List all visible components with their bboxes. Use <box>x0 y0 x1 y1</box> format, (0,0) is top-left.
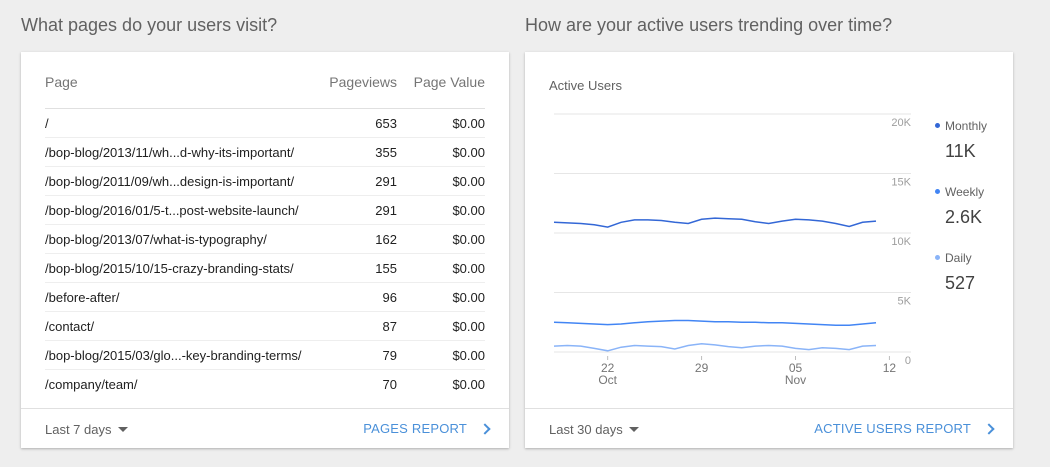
page-path-cell[interactable]: /bop-blog/2011/09/wh...design-is-importa… <box>45 173 295 189</box>
page-value-cell: $0.00 <box>452 377 485 392</box>
pages-date-range-dropdown[interactable]: Last 7 days <box>45 422 128 437</box>
chevron-right-icon <box>479 423 491 435</box>
page-path-cell[interactable]: /bop-blog/2013/07/what-is-typography/ <box>45 231 267 247</box>
page-value-cell: $0.00 <box>452 202 485 218</box>
legend-item-monthly[interactable]: Monthly 11K <box>935 119 1005 162</box>
y-tick-label: 5K <box>898 296 912 308</box>
pageviews-cell: 96 <box>382 289 397 305</box>
page-value-column-header[interactable]: Page Value <box>413 74 485 90</box>
page-value-cell: $0.00 <box>452 115 485 131</box>
page-path-cell[interactable]: /bop-blog/2015/03/glo...-key-branding-te… <box>45 347 302 363</box>
pages-table: Page Pageviews Page Value / 653 $0.00/bop-… <box>45 74 485 399</box>
legend-label-text: Monthly <box>945 119 988 133</box>
x-tick-day-label: 12 <box>883 361 897 375</box>
pages-card-footer: Last 7 days PAGES REPORT <box>21 408 509 448</box>
page-column-header[interactable]: Page <box>45 74 78 90</box>
users-section-title: How are your active users trending over … <box>525 15 893 35</box>
active-users-card: Active Users 20K 15K 10K 5K 0 22 Oct 29 05 Nov 12 … <box>525 52 1013 448</box>
x-tick-day-label: 22 <box>601 361 615 375</box>
y-tick-label: 0 <box>905 355 911 367</box>
table-row[interactable]: /before-after/96 $0.00 <box>45 283 485 312</box>
chevron-right-icon <box>983 423 995 435</box>
caret-down-icon <box>628 427 639 432</box>
x-tick-day-label: 05 <box>789 361 803 375</box>
pages-card: Page Pageviews Page Value / 653 $0.00/bop-… <box>21 52 509 448</box>
page-path-cell[interactable]: /company/team/ <box>45 377 138 392</box>
page-path-cell[interactable]: /contact/ <box>45 318 95 334</box>
table-row[interactable]: /bop-blog/2016/01/5-t...post-website-lau… <box>45 196 485 225</box>
series-line-weekly[interactable] <box>553 319 877 326</box>
users-card-footer: Last 30 days ACTIVE USERS REPORT <box>525 408 1013 448</box>
page-path-cell[interactable]: /bop-blog/2013/11/wh...d-why-its-importa… <box>45 144 295 160</box>
date-range-label: Last 7 days <box>45 422 112 437</box>
y-tick-label: 20K <box>891 117 911 129</box>
table-header: Page Pageviews Page Value <box>45 74 485 109</box>
legend-label-text: Daily <box>945 251 972 265</box>
page-path-cell[interactable]: /before-after/ <box>45 289 120 305</box>
pageviews-cell: 355 <box>375 144 397 160</box>
caret-down-icon <box>117 427 128 432</box>
y-tick-label: 15K <box>891 177 911 189</box>
legend-value: 11K <box>945 141 976 161</box>
table-row[interactable]: / 653 $0.00 <box>45 109 485 138</box>
series-line-daily[interactable] <box>553 342 877 352</box>
legend-label: Monthly <box>935 119 1005 133</box>
x-tick-month-label: Oct <box>598 373 617 387</box>
page-path-cell[interactable]: /bop-blog/2015/10/15-crazy-branding-stat… <box>45 260 294 276</box>
table-row[interactable]: /bop-blog/2015/03/glo...-key-branding-te… <box>45 341 485 370</box>
table-body: / 653 $0.00/bop-blog/2013/11/wh...d-why-it… <box>45 109 485 399</box>
legend-dot-icon <box>935 123 940 128</box>
legend-label: Daily <box>935 251 1005 265</box>
legend-item-weekly[interactable]: Weekly 2.6K <box>935 185 1005 228</box>
x-tick-month-label: Nov <box>785 373 806 387</box>
legend-item-daily[interactable]: Daily 527 <box>935 251 1005 294</box>
x-tick-day-label: 29 <box>695 361 709 375</box>
page-value-cell: $0.00 <box>452 144 485 160</box>
legend-dot-icon <box>935 189 940 194</box>
page-value-cell: $0.00 <box>452 318 485 334</box>
page-path-cell[interactable]: /bop-blog/2016/01/5-t...post-website-lau… <box>45 202 299 218</box>
y-tick-label: 10K <box>891 236 911 248</box>
page-path-cell[interactable]: / <box>45 115 49 131</box>
active-users-report-label: ACTIVE USERS REPORT <box>814 421 971 436</box>
pageviews-cell: 653 <box>375 115 397 131</box>
pageviews-cell: 291 <box>375 173 397 189</box>
legend-label: Weekly <box>935 185 1005 199</box>
table-row[interactable]: /bop-blog/2013/11/wh...d-why-its-importa… <box>45 138 485 167</box>
pages-report-link[interactable]: PAGES REPORT <box>363 421 491 436</box>
pageviews-cell: 70 <box>382 377 397 392</box>
table-row[interactable]: /company/team/70 $0.00 <box>45 370 485 399</box>
series-line-monthly[interactable] <box>553 217 877 228</box>
legend-value: 2.6K <box>945 207 983 227</box>
active-users-report-link[interactable]: ACTIVE USERS REPORT <box>814 421 995 436</box>
pageviews-cell: 155 <box>375 260 397 276</box>
pages-report-label: PAGES REPORT <box>363 421 467 436</box>
pageviews-cell: 87 <box>382 318 397 334</box>
table-row[interactable]: /bop-blog/2011/09/wh...design-is-importa… <box>45 167 485 196</box>
legend-value: 527 <box>945 273 976 293</box>
page-value-cell: $0.00 <box>452 289 485 305</box>
table-row[interactable]: /bop-blog/2015/10/15-crazy-branding-stat… <box>45 254 485 283</box>
chart-title: Active Users <box>549 78 622 93</box>
page-value-cell: $0.00 <box>452 173 485 189</box>
legend-label-text: Weekly <box>945 185 985 199</box>
page-value-cell: $0.00 <box>452 347 485 363</box>
legend-dot-icon <box>935 255 940 260</box>
page-value-cell: $0.00 <box>452 231 485 247</box>
pageviews-cell: 79 <box>382 347 397 363</box>
table-row[interactable]: /contact/87 $0.00 <box>45 312 485 341</box>
users-date-range-dropdown[interactable]: Last 30 days <box>549 422 639 437</box>
date-range-label: Last 30 days <box>549 422 623 437</box>
table-row[interactable]: /bop-blog/2013/07/what-is-typography/162… <box>45 225 485 254</box>
pageviews-cell: 162 <box>375 231 397 247</box>
pages-section-title: What pages do your users visit? <box>21 15 278 35</box>
pageviews-column-header[interactable]: Pageviews <box>329 74 397 90</box>
page-value-cell: $0.00 <box>452 260 485 276</box>
pageviews-cell: 291 <box>375 202 397 218</box>
